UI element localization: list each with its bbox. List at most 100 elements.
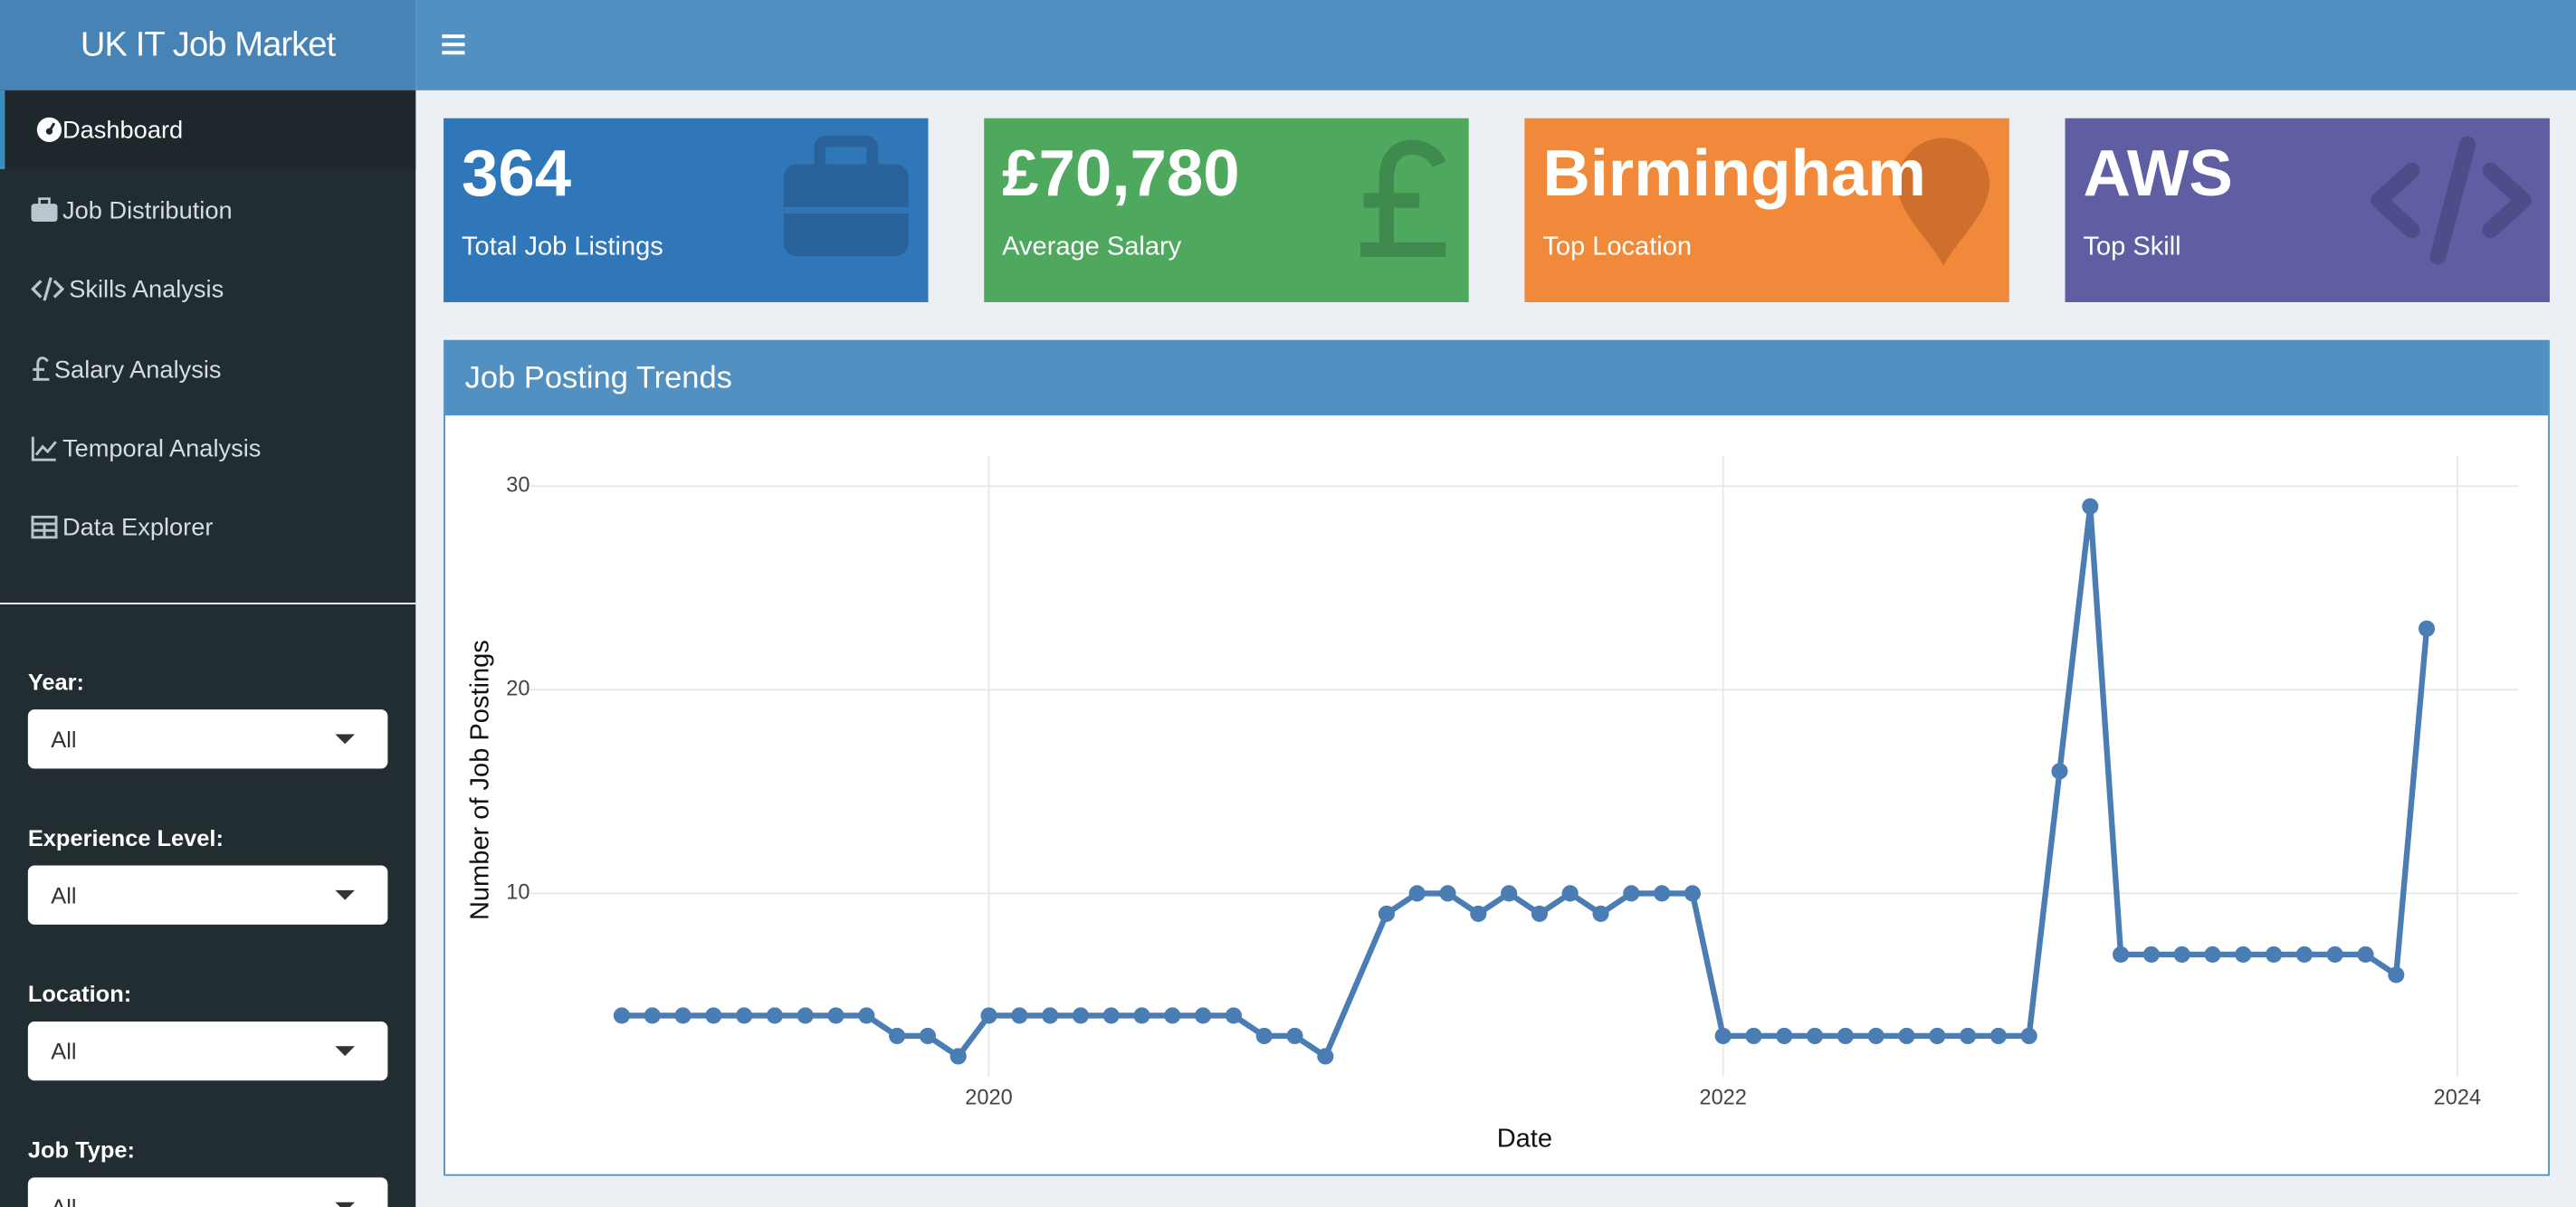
- menu-label: Job Distribution: [62, 195, 233, 224]
- point: [827, 1007, 844, 1024]
- top-bar: [415, 0, 2576, 90]
- menu-item[interactable]: Dashboard: [0, 90, 416, 169]
- point: [1714, 1027, 1732, 1045]
- point: [2051, 763, 2068, 780]
- box-icon: [2371, 136, 2532, 265]
- point: [1164, 1007, 1181, 1024]
- point: [1929, 1027, 1946, 1045]
- point: [2082, 498, 2099, 515]
- menu-item[interactable]: Skills Analysis: [0, 250, 415, 328]
- point: [1837, 1027, 1854, 1045]
- point: [2388, 966, 2405, 984]
- menu-item[interactable]: Salary Analysis: [0, 330, 415, 409]
- point: [1561, 885, 1579, 902]
- menu-item[interactable]: Temporal Analysis: [0, 409, 415, 488]
- point: [2020, 1027, 2037, 1045]
- point: [1133, 1007, 1150, 1024]
- x-tick-label: 2020: [965, 1086, 1012, 1109]
- point: [1501, 885, 1518, 902]
- point: [1745, 1027, 1762, 1045]
- point: [2418, 620, 2436, 637]
- box-label: Average Salary: [1002, 233, 1182, 261]
- x-tick-label: 2024: [2434, 1086, 2481, 1109]
- card-header: Job Posting Trends: [444, 341, 2549, 416]
- point: [674, 1007, 692, 1024]
- menu-label: Salary Analysis: [53, 355, 222, 384]
- point: [1867, 1027, 1884, 1045]
- filter-select[interactable]: All: [27, 709, 388, 769]
- select-value: All: [51, 1038, 77, 1065]
- point: [613, 1007, 631, 1024]
- point: [2235, 946, 2252, 963]
- point: [1470, 905, 1487, 922]
- point: [1898, 1027, 1915, 1045]
- point: [1225, 1007, 1242, 1024]
- box-label: Top Skill: [2083, 233, 2181, 261]
- line: [621, 503, 2430, 1060]
- point: [1072, 1007, 1089, 1024]
- point: [1195, 1007, 1212, 1024]
- point: [1378, 905, 1395, 922]
- point: [2113, 946, 2130, 963]
- point: [1623, 885, 1640, 902]
- point: [766, 1007, 784, 1024]
- menu-item[interactable]: Data Explorer: [0, 488, 415, 566]
- menu-label: Temporal Analysis: [62, 434, 262, 462]
- point: [2357, 946, 2374, 963]
- filter-select[interactable]: All: [27, 1177, 388, 1207]
- point: [2295, 946, 2313, 963]
- filter-label: Experience Level:: [27, 824, 224, 851]
- point: [1654, 885, 1671, 902]
- point: [1439, 885, 1456, 902]
- menu-toggle[interactable]: [442, 33, 465, 55]
- y-tick-label: 10: [506, 880, 530, 904]
- box-icon: [1360, 139, 1446, 258]
- select-value: All: [51, 881, 77, 908]
- value-box: 364 Total Job Listings: [444, 118, 929, 302]
- point: [1102, 1007, 1120, 1024]
- point: [1776, 1027, 1793, 1045]
- box-icon: [1897, 138, 1990, 267]
- sidebar: Dashboard Job Distribution Skills Analys…: [0, 90, 416, 1207]
- menu-label: Skills Analysis: [69, 275, 224, 303]
- box-value: AWS: [2083, 138, 2233, 211]
- chart: Date Number of Job Postings 10 20 30 2020 20…: [465, 455, 2519, 1153]
- filter-label: Year:: [27, 668, 85, 695]
- point: [1408, 885, 1426, 902]
- box-icon: [783, 135, 909, 257]
- box-label: Top Location: [1542, 233, 1693, 261]
- y-axis-title: Number of Job Postings: [465, 640, 494, 920]
- point: [1989, 1027, 2007, 1045]
- box-value: £70,780: [1002, 138, 1240, 211]
- x-axis-title: Date: [1497, 1124, 1552, 1153]
- value-box: Birmingham Top Location: [1524, 118, 2009, 302]
- point: [858, 1007, 875, 1024]
- menu-item[interactable]: Job Distribution: [0, 171, 415, 250]
- point: [980, 1007, 997, 1024]
- box-label: Total Job Listings: [462, 233, 663, 261]
- point: [1011, 1007, 1028, 1024]
- logo[interactable]: UK IT Job Market: [0, 0, 416, 90]
- select-value: All: [51, 1194, 76, 1207]
- point: [736, 1007, 753, 1024]
- separator: [0, 603, 416, 604]
- point: [1592, 905, 1609, 922]
- filter-select[interactable]: All: [27, 1021, 388, 1081]
- box-value: 364: [462, 138, 572, 211]
- point: [1807, 1027, 1824, 1045]
- point: [2266, 946, 2283, 963]
- y-tick-label: 30: [506, 472, 530, 496]
- point: [1317, 1048, 1334, 1065]
- menu-label: Dashboard: [62, 115, 184, 144]
- filter-select[interactable]: All: [27, 865, 388, 925]
- point: [2326, 946, 2343, 963]
- point: [2142, 946, 2160, 963]
- filter-label: Location:: [27, 980, 132, 1007]
- point: [797, 1007, 814, 1024]
- box-value: Birmingham: [1542, 138, 1926, 211]
- y-tick-label: 20: [506, 677, 530, 700]
- point: [2173, 946, 2190, 963]
- value-box: £70,780 Average Salary: [984, 118, 1469, 302]
